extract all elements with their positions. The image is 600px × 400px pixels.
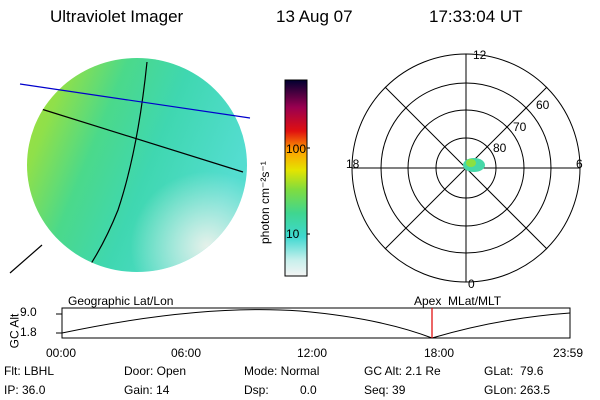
uv-image-disk [9,58,251,274]
dsp-label: Dsp: [244,383,269,397]
mlt-label-18: 18 [346,157,360,171]
color-bar [284,79,310,277]
instrument-title: Ultraviolet Imager [50,7,184,26]
alt-axis-title: GC Alt [7,313,22,349]
apex-label: Apex MLat/MLT [414,294,502,308]
lat-label-70: 70 [513,120,527,134]
seq-info: Seq: 39 [364,383,406,397]
lat-label-80: 80 [493,141,507,155]
filter-info: Flt: LBHL [4,364,55,378]
time-label: 17:33:04 UT [429,7,523,26]
colorbar-unit-label: photon cm⁻²s⁻¹ [258,161,272,244]
gain-info: Gain: 14 [124,383,170,397]
time-tick-0600: 06:00 [171,346,202,360]
geographic-label: Geographic Lat/Lon [68,294,174,308]
mlt-label-12: 12 [473,48,487,62]
geographic-grid-line [19,83,251,119]
time-tick-0000: 00:00 [46,346,77,360]
altitude-plot [56,307,571,339]
time-tick-1200: 12:00 [297,346,328,360]
dsp-value: 0.0 [300,383,317,397]
mlt-label-0: 0 [468,277,475,291]
door-info: Door: Open [124,364,187,378]
colorbar-tick-10: 10 [286,227,300,241]
gc-alt-info: GC Alt: 2.1 Re [364,364,441,378]
meridian-line [79,61,148,272]
date-label: 13 Aug 07 [276,7,353,26]
mode-info: Mode: Normal [244,364,320,378]
polar-plot [351,53,581,283]
lat-label-60: 60 [536,98,550,112]
ip-info: IP: 36.0 [4,383,46,397]
alt-tick-1.8: 1.8 [20,325,37,339]
time-tick-2359: 23:59 [553,346,584,360]
alt-tick-9: 9.0 [20,305,37,319]
time-tick-1800: 18:00 [424,346,455,360]
glat-info: GLat: 79.6 [484,364,544,378]
altitude-curve [61,309,571,339]
mlt-label-6: 6 [576,157,583,171]
latitude-line [37,107,244,173]
glon-info: GLon: 263.5 [484,383,551,397]
colorbar-tick-100: 100 [286,142,307,156]
